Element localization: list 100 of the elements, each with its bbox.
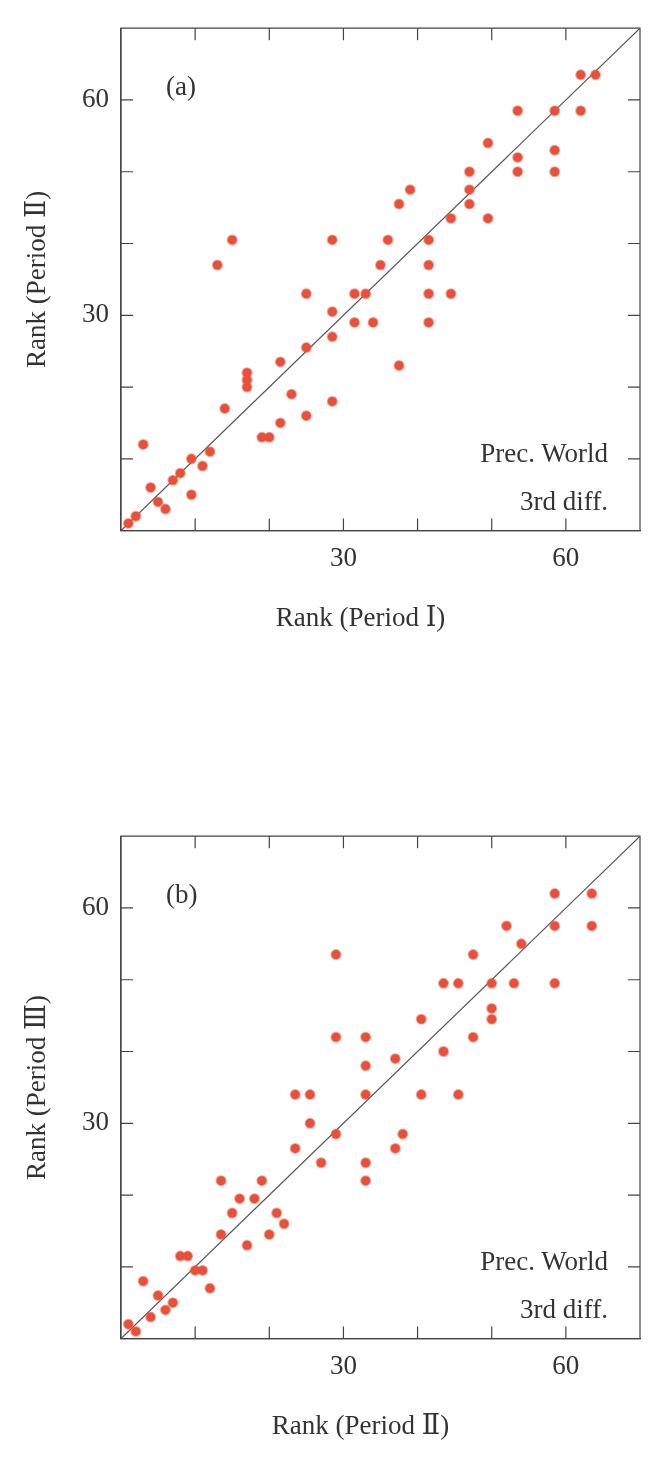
point: [300, 410, 312, 422]
point: [286, 388, 298, 400]
point: [326, 395, 338, 407]
point: [360, 1175, 372, 1187]
point: [445, 212, 457, 224]
point: [367, 316, 379, 328]
point: [159, 1304, 171, 1316]
point: [185, 453, 197, 465]
point: [423, 316, 435, 328]
point: [575, 105, 587, 117]
point: [122, 1318, 134, 1330]
point: [389, 1142, 401, 1154]
point: [289, 1142, 301, 1154]
point: [463, 166, 475, 178]
point: [159, 503, 171, 515]
point: [508, 977, 520, 989]
point: [549, 977, 561, 989]
point: [137, 1275, 149, 1287]
point: [204, 1282, 216, 1294]
point: [326, 331, 338, 343]
point: [211, 259, 223, 271]
point: [452, 977, 464, 989]
annotation: (b): [166, 879, 198, 910]
point: [423, 234, 435, 246]
point: [197, 460, 209, 472]
y-tick-label: 30: [82, 298, 109, 329]
point: [360, 1089, 372, 1101]
point: [197, 1264, 209, 1276]
point: [393, 198, 405, 210]
point: [482, 137, 494, 149]
point: [330, 1128, 342, 1140]
point: [512, 166, 524, 178]
point: [304, 1117, 316, 1129]
point: [549, 144, 561, 156]
point: [415, 1013, 427, 1025]
point: [512, 151, 524, 163]
point: [185, 489, 197, 501]
point: [360, 1060, 372, 1072]
point: [256, 1175, 268, 1187]
point: [549, 888, 561, 900]
point: [219, 403, 231, 415]
point: [549, 920, 561, 932]
annotation: 3rd diff.: [520, 1293, 608, 1324]
point: [167, 474, 179, 486]
point: [167, 1297, 179, 1309]
point: [360, 1031, 372, 1043]
point: [234, 1193, 246, 1205]
point: [512, 105, 524, 117]
point: [375, 259, 386, 271]
point: [226, 1207, 238, 1219]
point: [389, 1053, 401, 1065]
point: [452, 1089, 464, 1101]
point: [300, 288, 312, 300]
point: [486, 1002, 498, 1014]
point: [575, 69, 587, 81]
point: [145, 482, 157, 494]
point: [130, 510, 142, 522]
y-tick-label: 60: [82, 83, 109, 114]
point: [130, 1325, 142, 1337]
x-axis-title: Rank (Period Ⅱ): [271, 1409, 450, 1440]
point: [482, 212, 494, 224]
point: [330, 949, 342, 961]
point: [463, 198, 475, 210]
point: [271, 1207, 283, 1219]
y-axis-title: Rank (Period Ⅲ): [21, 994, 52, 1180]
point: [423, 259, 435, 271]
point: [586, 888, 598, 900]
annotation: (a): [166, 71, 196, 102]
point: [423, 288, 435, 300]
point: [467, 949, 479, 961]
point: [590, 69, 602, 81]
point: [300, 342, 312, 354]
point: [274, 417, 286, 429]
point: [438, 977, 450, 989]
point: [445, 288, 457, 300]
point: [174, 467, 186, 479]
point: [226, 234, 238, 246]
point: [349, 316, 361, 328]
point: [501, 920, 513, 932]
point: [304, 1089, 316, 1101]
point: [326, 306, 338, 318]
point: [215, 1175, 227, 1187]
point: [137, 438, 149, 450]
annotation: Prec. World: [480, 1245, 609, 1276]
point: [215, 1229, 227, 1241]
point: [152, 496, 164, 508]
point: [360, 1157, 372, 1169]
point: [182, 1250, 194, 1262]
point: [122, 517, 134, 529]
annotation: 3rd diff.: [520, 485, 608, 516]
point: [326, 234, 338, 246]
x-axis-title: Rank (Period Ⅰ): [275, 601, 446, 632]
point: [515, 938, 527, 950]
annotation: Prec. World: [480, 437, 609, 468]
point: [241, 1239, 253, 1251]
point: [360, 288, 372, 300]
point: [415, 1089, 427, 1101]
point: [315, 1157, 327, 1169]
point: [289, 1089, 301, 1101]
point: [274, 356, 286, 368]
